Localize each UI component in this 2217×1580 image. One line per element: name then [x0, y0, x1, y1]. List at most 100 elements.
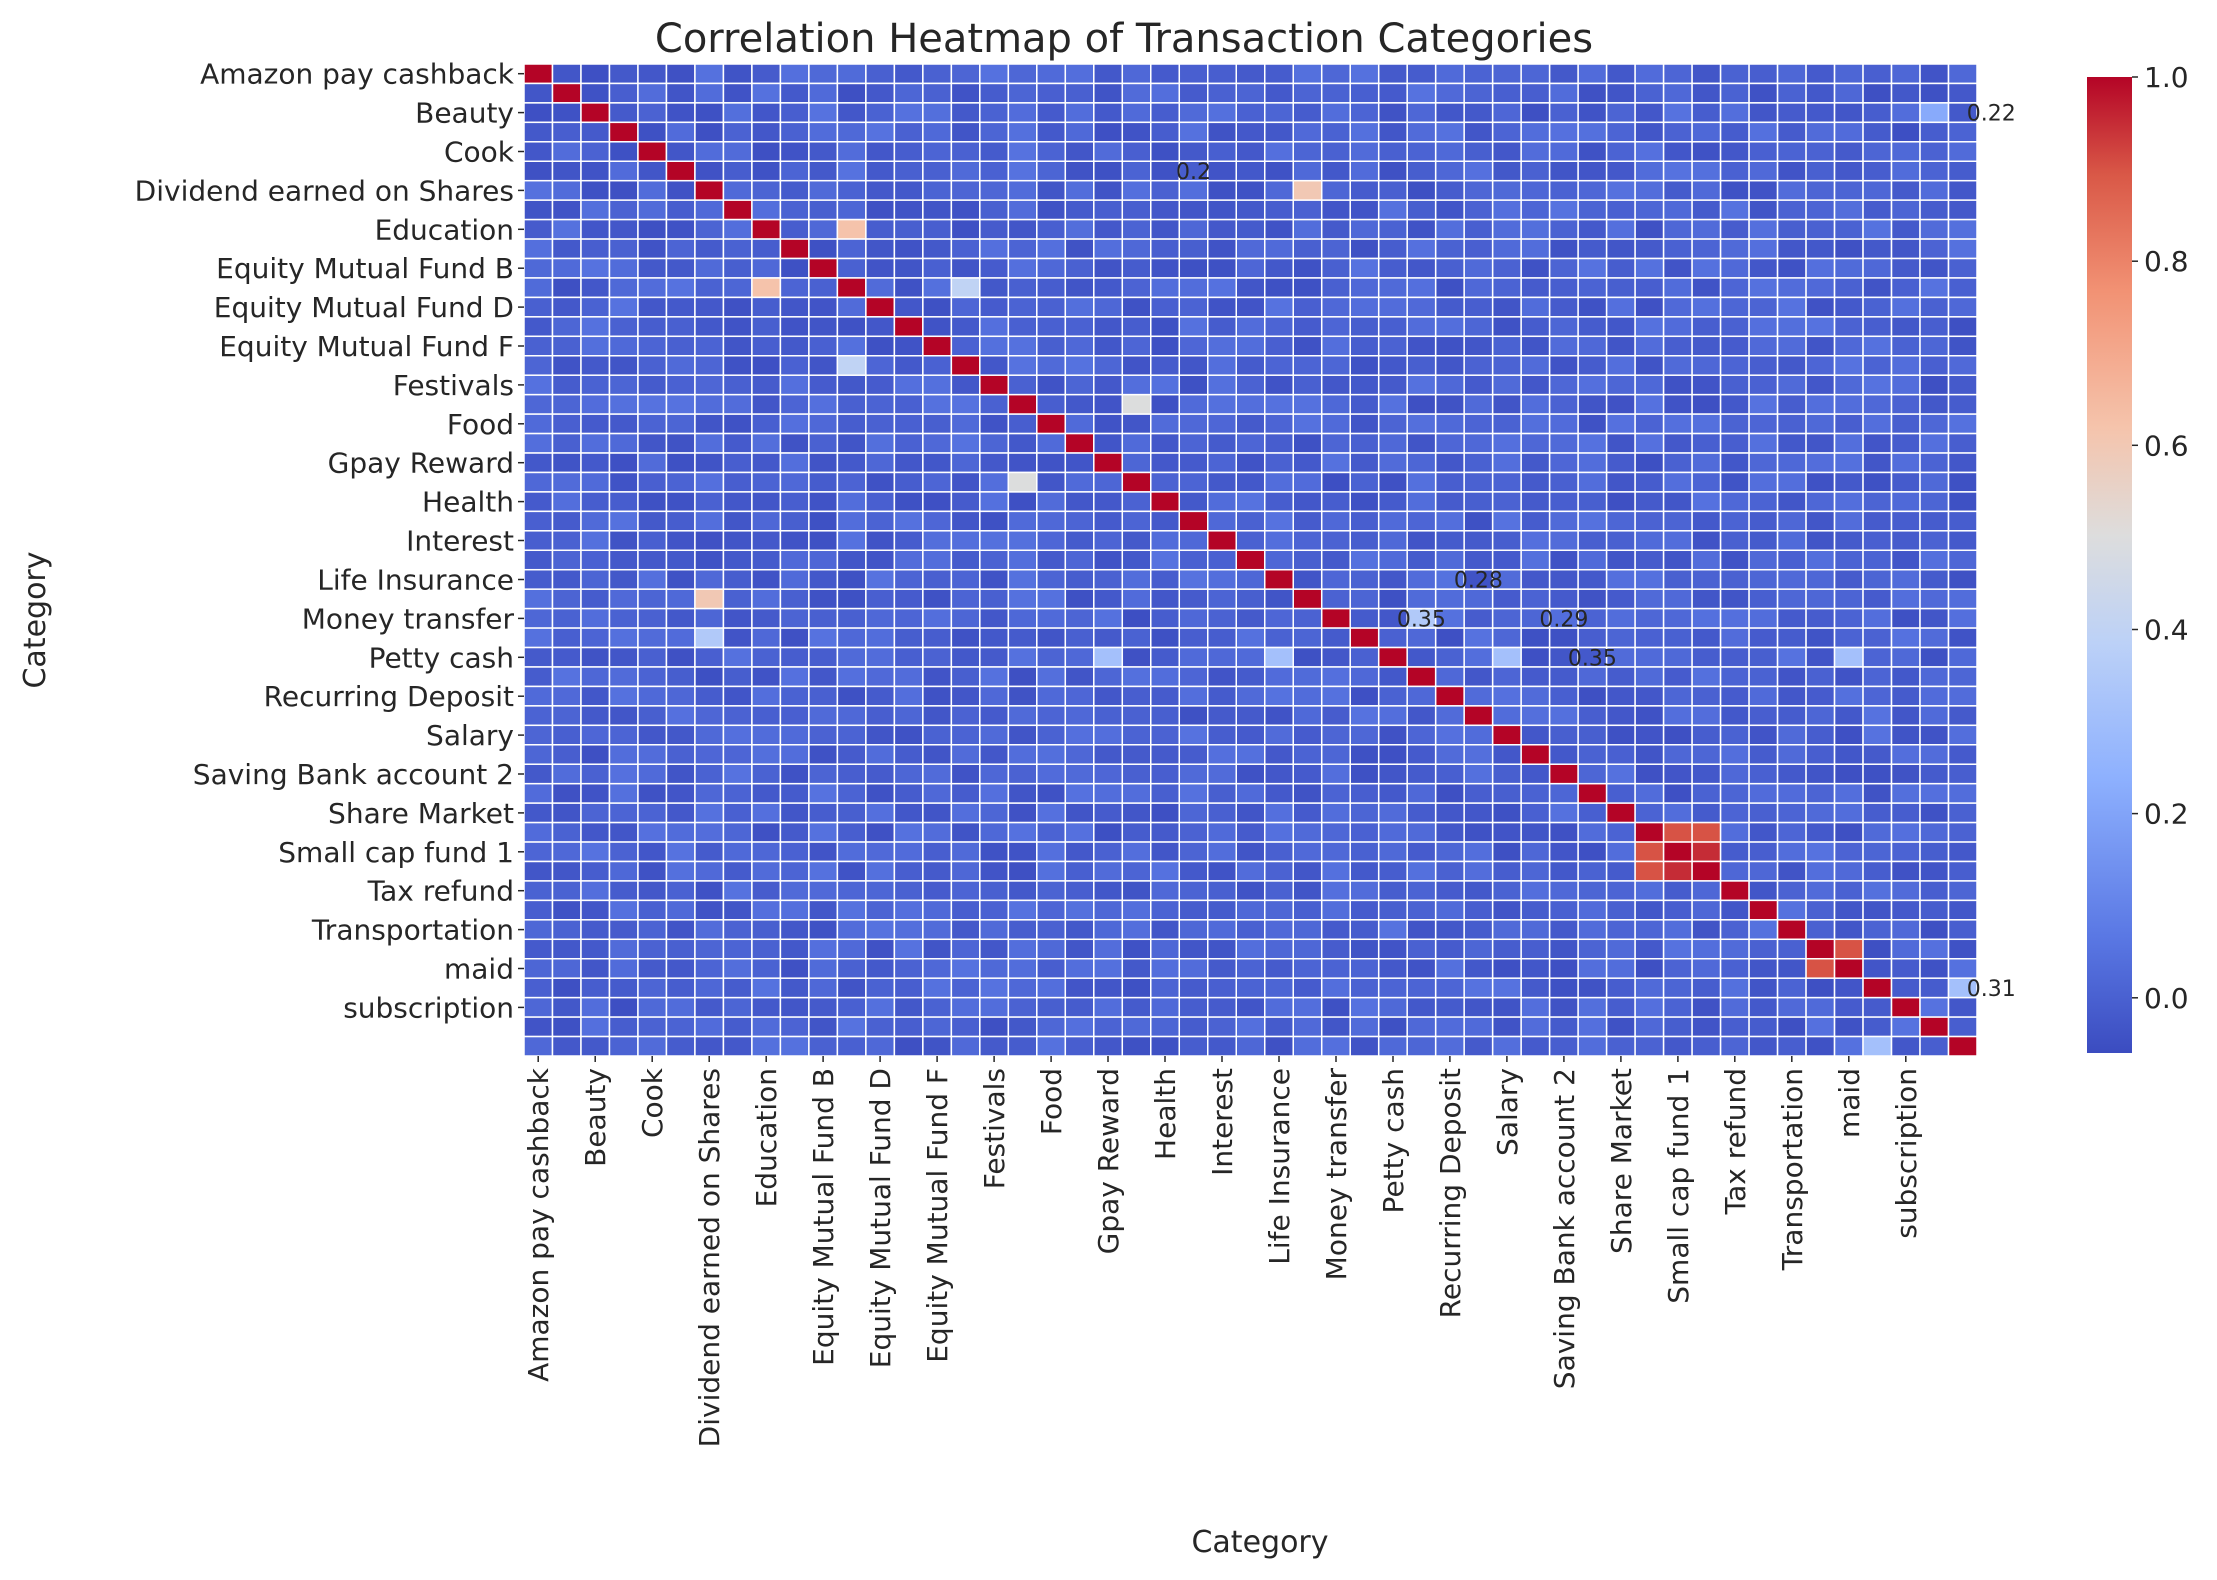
- heatmap-cell: [979, 510, 1010, 532]
- heatmap-cell: [1605, 685, 1636, 707]
- heatmap-cell: [1434, 141, 1465, 163]
- heatmap-cell: [608, 958, 639, 979]
- heatmap-cell: [1463, 607, 1494, 629]
- heatmap-cell: [751, 958, 782, 979]
- heatmap-cell: [1634, 919, 1665, 941]
- heatmap-cell: [836, 568, 867, 590]
- heatmap-cell: [637, 277, 668, 299]
- heatmap-cell: [979, 899, 1010, 921]
- heatmap-cell: [893, 335, 924, 357]
- heatmap-cell: [1862, 841, 1893, 863]
- heatmap-cell: [1463, 744, 1494, 765]
- heatmap-cell: [751, 627, 782, 649]
- heatmap-cell: [1463, 549, 1494, 571]
- heatmap-cell: [1862, 393, 1893, 415]
- heatmap-cell: [1377, 316, 1408, 338]
- heatmap-cell: [1207, 316, 1238, 338]
- heatmap-cell: [580, 977, 611, 999]
- heatmap-cell: [1662, 724, 1693, 746]
- heatmap-cell: [779, 335, 810, 357]
- heatmap-cell: [722, 899, 753, 921]
- heatmap-cell: [1776, 938, 1807, 960]
- heatmap-cell: [893, 607, 924, 629]
- heatmap-cell: [1691, 432, 1722, 454]
- heatmap-cell: [1036, 958, 1067, 979]
- heatmap-cell: [1235, 82, 1266, 104]
- heatmap-cell: [523, 335, 554, 357]
- heatmap-cell: [1548, 238, 1579, 260]
- heatmap-cell: [1178, 296, 1209, 318]
- heatmap-cell: [637, 471, 668, 493]
- heatmap-cell: [1064, 296, 1095, 318]
- heatmap-cell: [1121, 141, 1152, 163]
- heatmap-cell: [979, 841, 1010, 863]
- heatmap-cell: [1264, 277, 1294, 299]
- heatmap-cell: [1776, 841, 1807, 863]
- heatmap-cell: [580, 218, 611, 240]
- y-tick-label: Gpay Reward: [328, 447, 514, 480]
- heatmap-cell: [1634, 63, 1665, 85]
- heatmap-cell: [1577, 860, 1608, 882]
- heatmap-cell: [1434, 510, 1465, 532]
- heatmap-cell: [1776, 685, 1807, 707]
- heatmap-cell: [551, 549, 582, 571]
- heatmap-cell: [722, 102, 753, 124]
- heatmap-cell: [1605, 238, 1636, 260]
- heatmap-cell: [1093, 510, 1124, 532]
- heatmap-cell: [836, 763, 867, 785]
- heatmap-cell: [1320, 374, 1351, 396]
- heatmap-cell: [1264, 102, 1294, 124]
- heatmap-cell: [922, 666, 953, 688]
- heatmap-cell: [1890, 296, 1921, 318]
- heatmap-cell: [722, 568, 753, 590]
- heatmap-cell: [580, 860, 611, 882]
- heatmap-cell: [722, 1016, 753, 1038]
- heatmap-cell: [1207, 938, 1238, 960]
- heatmap-cell: [1862, 63, 1893, 85]
- heatmap-cell: [1947, 724, 1978, 746]
- heatmap-cell: [751, 568, 782, 590]
- heatmap-cell: [1264, 1035, 1294, 1057]
- heatmap-cell: [1349, 1016, 1380, 1038]
- heatmap-cell: [694, 102, 725, 124]
- heatmap-cell: [551, 627, 582, 649]
- heatmap-cell: [1121, 549, 1152, 571]
- heatmap-cell: [1064, 919, 1095, 941]
- heatmap-cell: [1150, 705, 1181, 727]
- heatmap-cell: [1833, 919, 1864, 941]
- heatmap-cell: [1434, 121, 1465, 143]
- heatmap-cell: [1292, 685, 1323, 707]
- heatmap-cell: [637, 530, 668, 552]
- heatmap-cell: [637, 374, 668, 396]
- heatmap-cell: [836, 432, 867, 454]
- heatmap-cell: [1919, 627, 1950, 649]
- heatmap-cell: [1748, 666, 1779, 688]
- heatmap-cell: [1093, 938, 1124, 960]
- heatmap-cell: [779, 899, 810, 921]
- heatmap-cell: [1349, 179, 1380, 201]
- heatmap-cell: [1207, 257, 1238, 279]
- heatmap-cell: [1919, 958, 1950, 979]
- y-tick-label: Tax refund: [367, 875, 514, 908]
- heatmap-cell: [1292, 938, 1323, 960]
- heatmap-cell: [523, 724, 554, 746]
- heatmap-cell: [1748, 1016, 1779, 1038]
- heatmap-cell: [694, 666, 725, 688]
- heatmap-cell: [1833, 724, 1864, 746]
- heatmap-cell: [1320, 841, 1351, 863]
- heatmap-cell: [580, 491, 611, 513]
- heatmap-cell: [922, 121, 953, 143]
- heatmap-cell: [893, 238, 924, 260]
- heatmap-cell: [694, 355, 725, 376]
- heatmap-cell: [1719, 685, 1750, 707]
- heatmap-cell: [1434, 374, 1465, 396]
- heatmap-cell: [1292, 744, 1323, 765]
- heatmap-cell: [1719, 277, 1750, 299]
- heatmap-cell: [1919, 63, 1950, 85]
- heatmap-cell: [893, 782, 924, 804]
- heatmap-cell: [1520, 316, 1551, 338]
- heatmap-cell: [1064, 432, 1095, 454]
- heatmap-cell: [1036, 899, 1067, 921]
- heatmap-cell: [1719, 763, 1750, 785]
- heatmap-cell: [1377, 802, 1408, 824]
